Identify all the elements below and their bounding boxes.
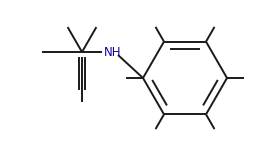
Text: NH: NH [104,45,122,58]
